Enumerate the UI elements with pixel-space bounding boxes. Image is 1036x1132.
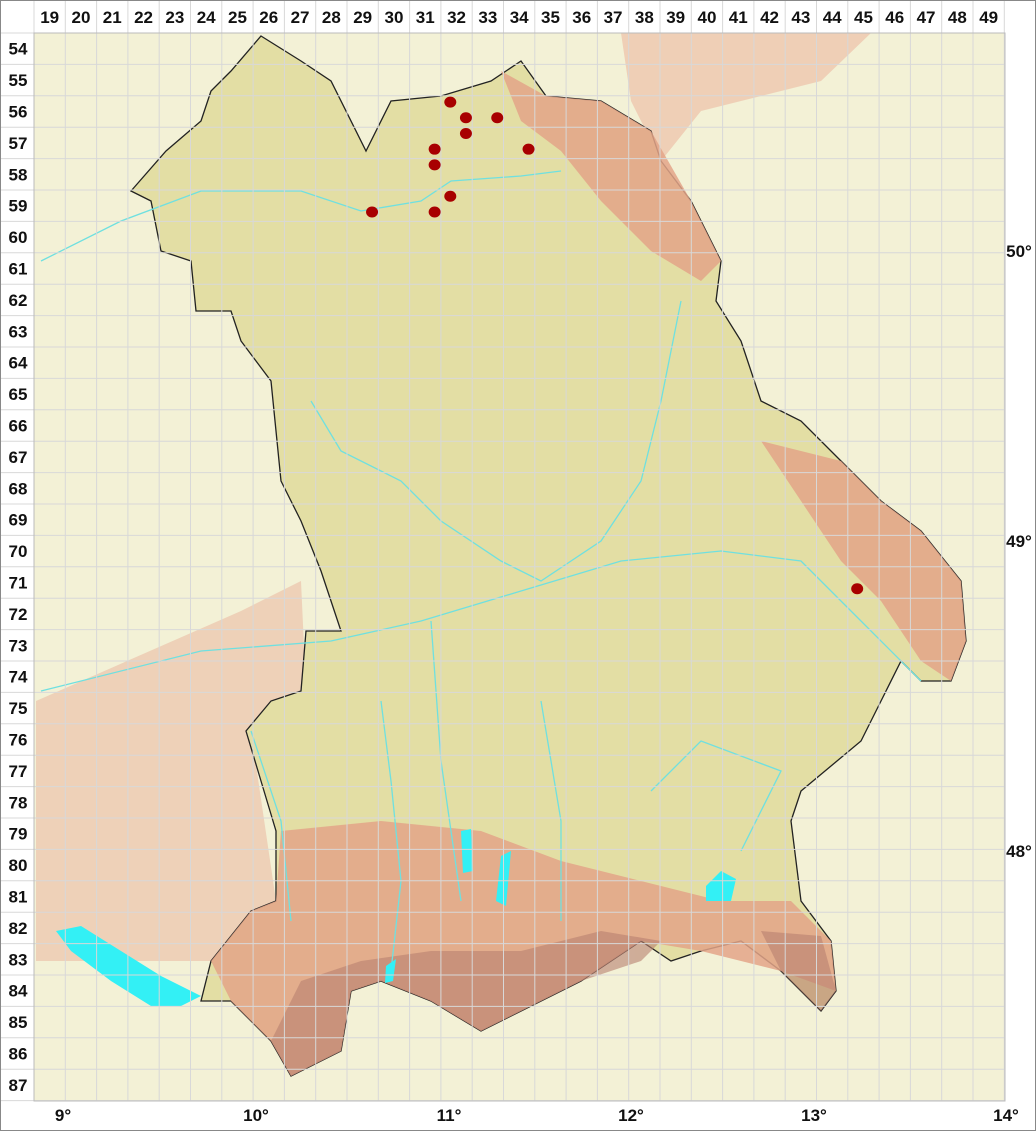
grid-labels: 19 20 21 22 23 24 25 26 27 28 29 30 31 32 33 34 35 36 37 38… xyxy=(9,8,1033,1125)
column-label: 43 xyxy=(791,8,810,27)
occurrence-dot xyxy=(444,190,457,202)
lake-chiemsee xyxy=(706,871,736,901)
column-label: 31 xyxy=(416,8,435,27)
occurrence-dots xyxy=(366,96,864,595)
row-label: 62 xyxy=(9,291,28,310)
row-label: 87 xyxy=(9,1076,28,1095)
map-frame xyxy=(33,32,1006,1102)
column-label: 42 xyxy=(760,8,779,27)
column-label: 28 xyxy=(322,8,341,27)
occurrence-dot xyxy=(459,112,472,124)
row-label: 81 xyxy=(9,888,28,907)
longitude-label: 11° xyxy=(437,1106,462,1125)
longitude-label: 9° xyxy=(55,1106,71,1125)
column-label: 25 xyxy=(228,8,247,27)
column-label: 38 xyxy=(635,8,654,27)
occurrence-dot xyxy=(428,159,441,171)
column-label: 48 xyxy=(948,8,967,27)
longitude-label: 10° xyxy=(243,1106,269,1125)
row-label: 75 xyxy=(9,699,28,718)
alpine-relief xyxy=(271,931,836,1076)
occurrence-dot xyxy=(459,127,472,139)
row-label: 58 xyxy=(9,165,28,184)
row-label: 64 xyxy=(9,354,28,373)
column-label: 20 xyxy=(71,8,90,27)
latitude-label: 48° xyxy=(1006,842,1032,861)
row-label: 72 xyxy=(9,605,28,624)
latitude-label: 50° xyxy=(1006,242,1032,261)
row-label: 73 xyxy=(9,636,28,655)
column-label: 34 xyxy=(510,8,529,27)
row-label: 55 xyxy=(9,71,28,90)
column-label: 23 xyxy=(165,8,184,27)
column-label: 46 xyxy=(885,8,904,27)
row-label: 79 xyxy=(9,825,28,844)
row-label: 59 xyxy=(9,197,28,216)
row-label: 69 xyxy=(9,511,28,530)
occurrence-dot xyxy=(444,96,457,108)
upland-relief xyxy=(211,71,966,1076)
row-label: 83 xyxy=(9,950,28,969)
column-label: 49 xyxy=(979,8,998,27)
row-label: 54 xyxy=(9,40,28,59)
column-label: 44 xyxy=(823,8,842,27)
column-label: 22 xyxy=(134,8,153,27)
occurrence-dot xyxy=(428,206,441,218)
row-label: 82 xyxy=(9,919,28,938)
column-label: 36 xyxy=(572,8,591,27)
occurrence-dot xyxy=(522,143,535,155)
row-label: 57 xyxy=(9,134,28,153)
row-label: 76 xyxy=(9,731,28,750)
row-label: 61 xyxy=(9,260,28,279)
row-label: 71 xyxy=(9,574,28,593)
row-label: 63 xyxy=(9,322,28,341)
grid-lines xyxy=(1,1,1006,1102)
column-label: 19 xyxy=(40,8,59,27)
row-label: 68 xyxy=(9,479,28,498)
occurrence-dot xyxy=(851,583,864,595)
row-label: 86 xyxy=(9,1045,28,1064)
row-label: 78 xyxy=(9,793,28,812)
lake-forggensee xyxy=(385,959,396,983)
row-label: 77 xyxy=(9,762,28,781)
occurrence-dot xyxy=(491,112,504,124)
occurrence-dot xyxy=(428,143,441,155)
column-label: 45 xyxy=(854,8,873,27)
column-label: 33 xyxy=(478,8,497,27)
row-label: 65 xyxy=(9,385,28,404)
column-label: 24 xyxy=(197,8,216,27)
row-label: 67 xyxy=(9,448,28,467)
row-label: 66 xyxy=(9,417,28,436)
row-label: 60 xyxy=(9,228,28,247)
column-label: 39 xyxy=(666,8,685,27)
column-label: 29 xyxy=(353,8,372,27)
column-label: 27 xyxy=(291,8,310,27)
column-label: 41 xyxy=(729,8,748,27)
column-label: 21 xyxy=(103,8,122,27)
row-label: 84 xyxy=(9,982,28,1001)
latitude-label: 49° xyxy=(1006,532,1032,551)
row-label: 74 xyxy=(9,668,28,687)
lake-ammersee xyxy=(461,829,473,873)
longitude-label: 14° xyxy=(993,1106,1019,1125)
column-label: 32 xyxy=(447,8,466,27)
longitude-label: 12° xyxy=(618,1106,644,1125)
column-label: 26 xyxy=(259,8,278,27)
column-label: 40 xyxy=(697,8,716,27)
column-label: 35 xyxy=(541,8,560,27)
occurrence-dot xyxy=(366,206,379,218)
lake-constance xyxy=(56,926,201,1006)
longitude-label: 13° xyxy=(801,1106,827,1125)
column-label: 37 xyxy=(604,8,623,27)
column-label: 47 xyxy=(917,8,936,27)
lakes xyxy=(56,829,736,1006)
row-label: 56 xyxy=(9,103,28,122)
row-label: 85 xyxy=(9,1013,28,1032)
row-label: 80 xyxy=(9,856,28,875)
column-label: 30 xyxy=(384,8,403,27)
row-label: 70 xyxy=(9,542,28,561)
